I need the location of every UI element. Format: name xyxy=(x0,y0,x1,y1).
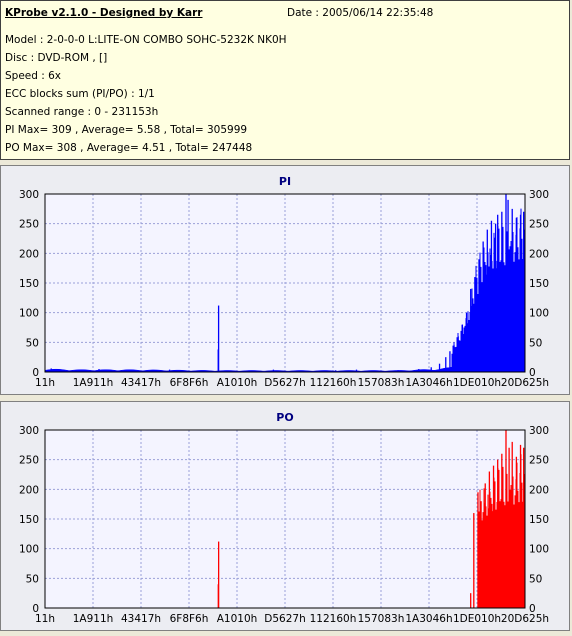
po-plot-frame xyxy=(44,429,526,609)
pi-y-tick-right: 300 xyxy=(529,189,549,201)
po-y-tick-left: 0 xyxy=(32,603,39,615)
ecc-line: ECC blocks sum (PI/PO) : 1/1 xyxy=(5,88,155,100)
po-x-tick: A1010h xyxy=(217,613,258,625)
pi-plot-frame xyxy=(44,193,526,373)
po-x-tick: 1DE010h xyxy=(453,613,501,625)
pi-chart-title: PI xyxy=(279,175,291,188)
po-x-tick: 6F8F6h xyxy=(170,613,209,625)
pi-y-tick-right: 200 xyxy=(529,248,549,260)
pi-x-tick: 11h xyxy=(35,377,55,389)
model-line: Model : 2-0-0-0 L:LITE-ON COMBO SOHC-523… xyxy=(5,34,287,46)
pi-chart-panel: PI 0 0 50 50 100 100 150 150 200 200 250 250 300 300 11… xyxy=(0,165,570,395)
pi-y-tick-right: 50 xyxy=(529,337,542,349)
pi-x-tick: 1A3046h xyxy=(405,377,452,389)
pi-y-tick-right: 100 xyxy=(529,308,549,320)
pi-x-tick: 6F8F6h xyxy=(170,377,209,389)
po-y-tick-left: 250 xyxy=(19,455,39,467)
po-x-tick: 1A911h xyxy=(73,613,114,625)
pi-x-tick: 1DE010h xyxy=(453,377,501,389)
pi-y-tick-left: 150 xyxy=(19,278,39,290)
po-stats-line: PO Max= 308 , Average= 4.51 , Total= 247… xyxy=(5,142,253,154)
po-y-tick-right: 150 xyxy=(529,514,549,526)
po-x-tick: 1A3046h xyxy=(405,613,452,625)
po-y-tick-left: 200 xyxy=(19,484,39,496)
po-y-tick-left: 50 xyxy=(26,573,39,585)
po-y-tick-left: 300 xyxy=(19,425,39,437)
pi-x-tick: 112160h xyxy=(310,377,357,389)
pi-x-tick: 43417h xyxy=(121,377,161,389)
pi-y-tick-left: 0 xyxy=(32,367,39,379)
pi-y-tick-left: 100 xyxy=(19,308,39,320)
info-panel: KProbe v2.1.0 - Designed by Karr Date : … xyxy=(0,0,570,160)
pi-x-tick: 20D625h xyxy=(501,377,549,389)
pi-chart: PI 0 0 50 50 100 100 150 150 200 200 250 250 300 300 11… xyxy=(19,175,549,389)
speed-line: Speed : 6x xyxy=(5,70,62,82)
po-y-tick-right: 100 xyxy=(529,544,549,556)
pi-x-tick: D5627h xyxy=(264,377,305,389)
pi-stats-line: PI Max= 309 , Average= 5.58 , Total= 305… xyxy=(5,124,248,136)
po-x-tick: 43417h xyxy=(121,613,161,625)
pi-y-tick-left: 50 xyxy=(26,337,39,349)
po-x-tick: 11h xyxy=(35,613,55,625)
po-chart: PO 0 0 50 50 100 100 150 150 200 200 250 250 300 300 11… xyxy=(19,411,549,625)
po-y-tick-right: 250 xyxy=(529,455,549,467)
pi-x-tick: 1A911h xyxy=(73,377,114,389)
po-chart-title: PO xyxy=(276,411,293,424)
pi-y-tick-left: 300 xyxy=(19,189,39,201)
po-y-tick-right: 0 xyxy=(529,603,536,615)
pi-y-tick-right: 0 xyxy=(529,367,536,379)
po-y-tick-right: 300 xyxy=(529,425,549,437)
scanned-range-line: Scanned range : 0 - 231153h xyxy=(5,106,159,118)
po-y-tick-right: 50 xyxy=(529,573,542,585)
po-y-tick-left: 150 xyxy=(19,514,39,526)
po-chart-panel: PO 0 0 50 50 100 100 150 150 200 200 250 250 300 300 11… xyxy=(0,401,570,631)
po-y-tick-right: 200 xyxy=(529,484,549,496)
po-x-tick: D5627h xyxy=(264,613,305,625)
app-title: KProbe v2.1.0 - Designed by Karr xyxy=(5,7,203,19)
pi-y-tick-left: 250 xyxy=(19,219,39,231)
pi-x-tick: A1010h xyxy=(217,377,258,389)
scan-date: Date : 2005/06/14 22:35:48 xyxy=(287,7,434,19)
po-x-tick: 20D625h xyxy=(501,613,549,625)
disc-line: Disc : DVD-ROM , [] xyxy=(5,52,108,64)
pi-y-tick-left: 200 xyxy=(19,248,39,260)
pi-x-tick: 157083h xyxy=(358,377,405,389)
po-x-tick: 157083h xyxy=(358,613,405,625)
po-y-tick-left: 100 xyxy=(19,544,39,556)
po-x-tick: 112160h xyxy=(310,613,357,625)
pi-y-tick-right: 150 xyxy=(529,278,549,290)
pi-y-tick-right: 250 xyxy=(529,219,549,231)
